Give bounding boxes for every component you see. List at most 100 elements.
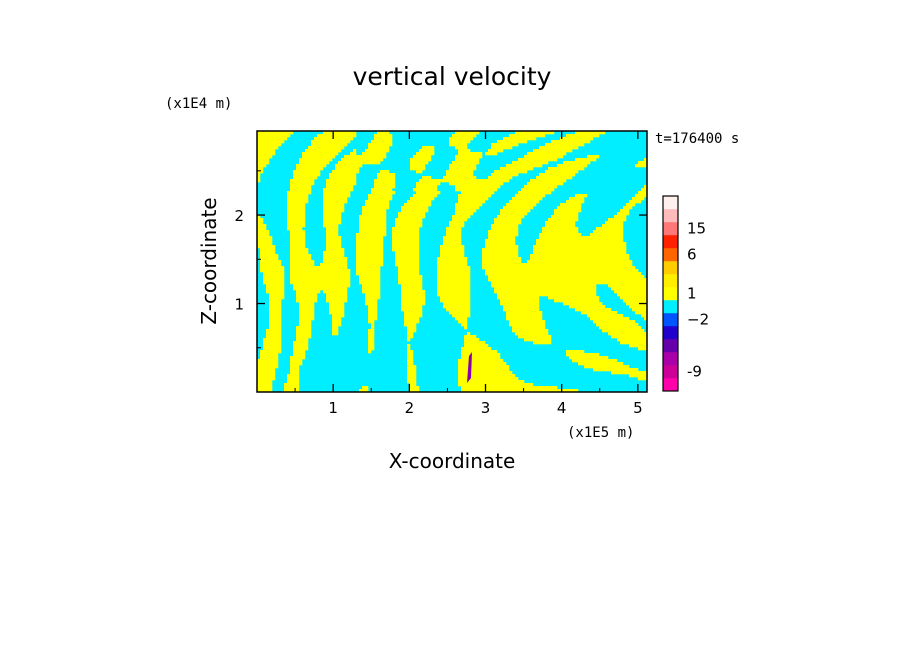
field-cell (593, 368, 639, 372)
field-cell (464, 338, 480, 342)
field-cell (455, 146, 468, 150)
field-cell (392, 236, 420, 240)
field-cell (617, 212, 630, 216)
field-cell (527, 182, 564, 186)
field-cell (566, 350, 585, 354)
field-cell (506, 311, 543, 315)
field-cell (356, 242, 384, 246)
field-cell (413, 188, 438, 192)
field-cell (317, 134, 357, 138)
field-cell (257, 173, 261, 177)
field-cell (485, 239, 516, 243)
field-cell (257, 131, 294, 135)
field-cell (455, 203, 483, 207)
field-cell (515, 194, 546, 198)
field-cell (644, 185, 648, 189)
colorbar-label: 15 (687, 220, 706, 238)
field-cell (368, 305, 378, 309)
field-cell (566, 200, 585, 204)
field-cell (287, 380, 300, 384)
field-cell (554, 299, 600, 303)
field-cell (296, 332, 312, 336)
field-cell (413, 194, 438, 198)
field-cell (290, 182, 315, 186)
field-cell (269, 302, 282, 306)
field-cell (515, 332, 549, 336)
field-cell (359, 227, 387, 231)
colorbar-segment (663, 339, 678, 353)
field-cell (263, 281, 285, 285)
field-cell (299, 317, 315, 321)
field-cell (563, 302, 603, 306)
field-cell (362, 284, 381, 288)
field-cell (365, 299, 378, 303)
field-cell (269, 326, 282, 330)
field-cell (305, 149, 342, 153)
field-cell (257, 233, 270, 237)
field-cell (533, 248, 627, 252)
colorbar-segment (663, 222, 678, 236)
field-cell (392, 248, 420, 252)
field-cell (395, 221, 423, 225)
field-cell (266, 284, 285, 288)
field-cell (569, 197, 585, 201)
field-cell (257, 230, 270, 234)
field-cell (296, 299, 318, 303)
field-cell (377, 131, 390, 135)
field-cell (362, 287, 381, 291)
field-cell (539, 173, 576, 177)
colorbar: -9 −2 1 6 15 (662, 195, 709, 392)
field-cell (482, 266, 636, 270)
field-cell (617, 338, 648, 342)
field-cell (497, 215, 525, 219)
field-cell (332, 320, 342, 324)
field-cell (440, 248, 465, 252)
colorbar-segment (663, 352, 678, 366)
field-cell (554, 212, 579, 216)
field-cell (311, 143, 348, 147)
field-cell (323, 197, 348, 201)
field-cell (407, 200, 432, 204)
field-cell (284, 389, 300, 393)
field-cell (500, 209, 531, 213)
field-cell (557, 206, 582, 210)
plot-frame (256, 130, 648, 393)
field-cell (290, 275, 351, 279)
field-cell (323, 251, 345, 255)
field-cell (368, 311, 378, 315)
field-cell (299, 305, 315, 309)
field-cell (323, 254, 345, 258)
field-cell (257, 227, 267, 231)
field-cell (269, 323, 282, 327)
field-cell (257, 365, 279, 369)
field-cell (533, 245, 627, 249)
field-cell (509, 200, 540, 204)
field-cell (392, 242, 420, 246)
field-cell (287, 203, 306, 207)
field-cell (311, 140, 351, 144)
field-cell (323, 218, 342, 222)
field-cell (617, 293, 648, 297)
field-cell (563, 161, 591, 165)
field-cell (296, 296, 318, 300)
field-cell (407, 329, 417, 333)
field-cell (491, 143, 519, 147)
field-cell (353, 149, 357, 153)
field-cell (461, 386, 558, 390)
field-cell (332, 323, 342, 327)
field-cell (392, 230, 420, 234)
field-cell (446, 230, 462, 234)
field-cell (290, 368, 300, 372)
field-cell (404, 203, 432, 207)
colorbar-segment (663, 378, 678, 392)
field-cell (323, 212, 342, 216)
field-cell (368, 320, 375, 324)
field-cell (557, 164, 588, 168)
field-cell (614, 290, 648, 294)
field-cell (260, 269, 285, 273)
field-cell (608, 218, 627, 222)
field-cell (488, 149, 504, 153)
colorbar-segment (663, 326, 678, 340)
field-cell (257, 215, 261, 219)
